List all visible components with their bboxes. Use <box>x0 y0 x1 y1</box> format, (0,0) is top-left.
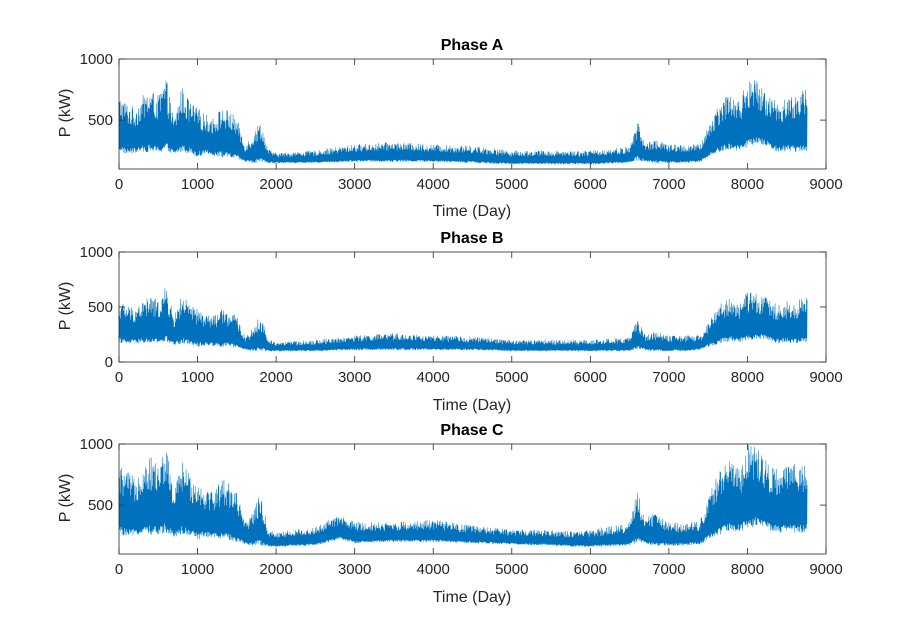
y-axis-label: P (kW) <box>57 282 74 331</box>
x-axis-label: Time (Day) <box>433 397 512 414</box>
y-tick-label: 1000 <box>80 244 113 261</box>
x-tick-label: 2000 <box>259 176 292 193</box>
x-tick-label: 8000 <box>731 561 764 578</box>
chart-title: Phase C <box>440 422 504 439</box>
x-tick-label: 6000 <box>574 369 607 386</box>
y-tick-label: 0 <box>105 354 113 371</box>
x-tick-label: 6000 <box>574 561 607 578</box>
y-axis-label: P (kW) <box>57 474 74 523</box>
x-tick-label: 3000 <box>338 369 371 386</box>
x-tick-label: 5000 <box>495 369 528 386</box>
x-tick-label: 1000 <box>181 176 214 193</box>
x-tick-label: 7000 <box>652 369 685 386</box>
panel-phase-b: Phase B P (kW) Time (Day) 0 1000 2000 3000 4… <box>57 230 843 414</box>
x-tick-label: 0 <box>115 176 123 193</box>
x-tick-label: 9000 <box>809 176 842 193</box>
x-tick-label: 5000 <box>495 176 528 193</box>
y-tick-label: 500 <box>88 112 113 129</box>
x-tick-label: 3000 <box>338 561 371 578</box>
y-tick-label: 1000 <box>80 436 113 453</box>
x-tick-label: 4000 <box>417 561 450 578</box>
x-tick-label: 4000 <box>417 176 450 193</box>
plot-area: 0 1000 2000 3000 4000 5000 6000 7000 8000 9000 500… <box>80 51 843 193</box>
x-tick-label: 8000 <box>731 176 764 193</box>
y-axis-label: P (kW) <box>57 89 74 138</box>
x-tick-label: 7000 <box>652 561 685 578</box>
x-axis-label: Time (Day) <box>433 203 512 220</box>
x-tick-label: 3000 <box>338 176 371 193</box>
y-tick-label: 500 <box>88 497 113 514</box>
x-tick-label: 1000 <box>181 369 214 386</box>
x-tick-label: 7000 <box>652 176 685 193</box>
panel-phase-a: Phase A P (kW) Time (Day) 0 1000 2000 3000 4… <box>57 37 843 220</box>
x-axis-label: Time (Day) <box>433 589 512 606</box>
y-tick-label: 1000 <box>80 51 113 68</box>
x-tick-label: 0 <box>115 369 123 386</box>
x-tick-label: 9000 <box>809 561 842 578</box>
x-tick-label: 5000 <box>495 561 528 578</box>
series-line <box>118 445 808 547</box>
chart-title: Phase B <box>440 230 503 247</box>
x-tick-label: 2000 <box>259 561 292 578</box>
axes-frame <box>118 58 827 170</box>
x-tick-label: 8000 <box>731 369 764 386</box>
x-tick-label: 0 <box>115 561 123 578</box>
plot-area: 0 1000 2000 3000 4000 5000 6000 7000 8000 9000 500… <box>80 436 843 578</box>
y-tick-label: 500 <box>88 299 113 316</box>
series-line <box>118 288 808 352</box>
x-tick-label: 4000 <box>417 369 450 386</box>
x-tick-label: 9000 <box>809 369 842 386</box>
axes-frame <box>118 443 827 555</box>
chart-title: Phase A <box>441 37 504 54</box>
panel-phase-c: Phase C P (kW) Time (Day) 0 1000 2000 3000 4… <box>57 422 843 606</box>
x-tick-label: 1000 <box>181 561 214 578</box>
x-tick-label: 6000 <box>574 176 607 193</box>
x-tick-label: 2000 <box>259 369 292 386</box>
series-line <box>118 80 808 165</box>
plot-area: 0 1000 2000 3000 4000 5000 6000 7000 8000 9000 0 50… <box>80 244 843 386</box>
